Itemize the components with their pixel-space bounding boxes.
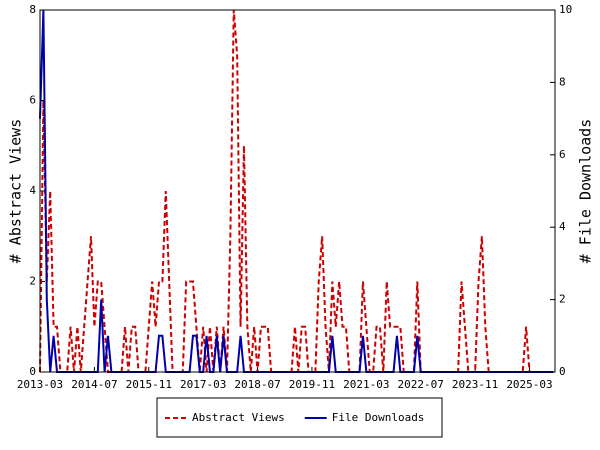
x-tick-label: 2019-11 bbox=[289, 378, 335, 391]
x-tick-label: 2022-07 bbox=[398, 378, 444, 391]
y2-tick-label: 4 bbox=[559, 220, 566, 233]
legend: Abstract Views File Downloads bbox=[156, 397, 443, 438]
y-tick-label: 8 bbox=[29, 3, 36, 16]
legend-label: File Downloads bbox=[332, 411, 425, 424]
y2-axis-title: # File Downloads bbox=[577, 119, 595, 264]
legend-label: Abstract Views bbox=[192, 411, 285, 424]
y2-tick-label: 6 bbox=[559, 148, 566, 161]
y-tick-label: 4 bbox=[29, 184, 36, 197]
legend-box bbox=[156, 397, 443, 438]
y-tick-label: 0 bbox=[29, 365, 36, 378]
data-line bbox=[39, 9, 554, 373]
x-tick-label: 2013-03 bbox=[17, 378, 63, 391]
x-tick-label: 2023-11 bbox=[452, 378, 498, 391]
y2-tick-label: 2 bbox=[559, 293, 566, 306]
x-tick-label: 2017-03 bbox=[180, 378, 226, 391]
y2-tick-label: 8 bbox=[559, 75, 566, 88]
y2-tick-label: 10 bbox=[559, 3, 572, 16]
y-tick-label: 2 bbox=[29, 275, 36, 288]
x-tick-label: 2015-11 bbox=[126, 378, 172, 391]
y2-tick-label: 0 bbox=[559, 365, 566, 378]
x-tick-label: 2014-07 bbox=[71, 378, 117, 391]
x-tick-label: 2018-07 bbox=[234, 378, 280, 391]
y-axis-title: # Abstract Views bbox=[7, 119, 25, 264]
x-tick-label: 2025-03 bbox=[506, 378, 552, 391]
x-tick-label: 2021-03 bbox=[343, 378, 389, 391]
y-tick-label: 6 bbox=[29, 94, 36, 107]
plot-frame bbox=[39, 9, 556, 373]
